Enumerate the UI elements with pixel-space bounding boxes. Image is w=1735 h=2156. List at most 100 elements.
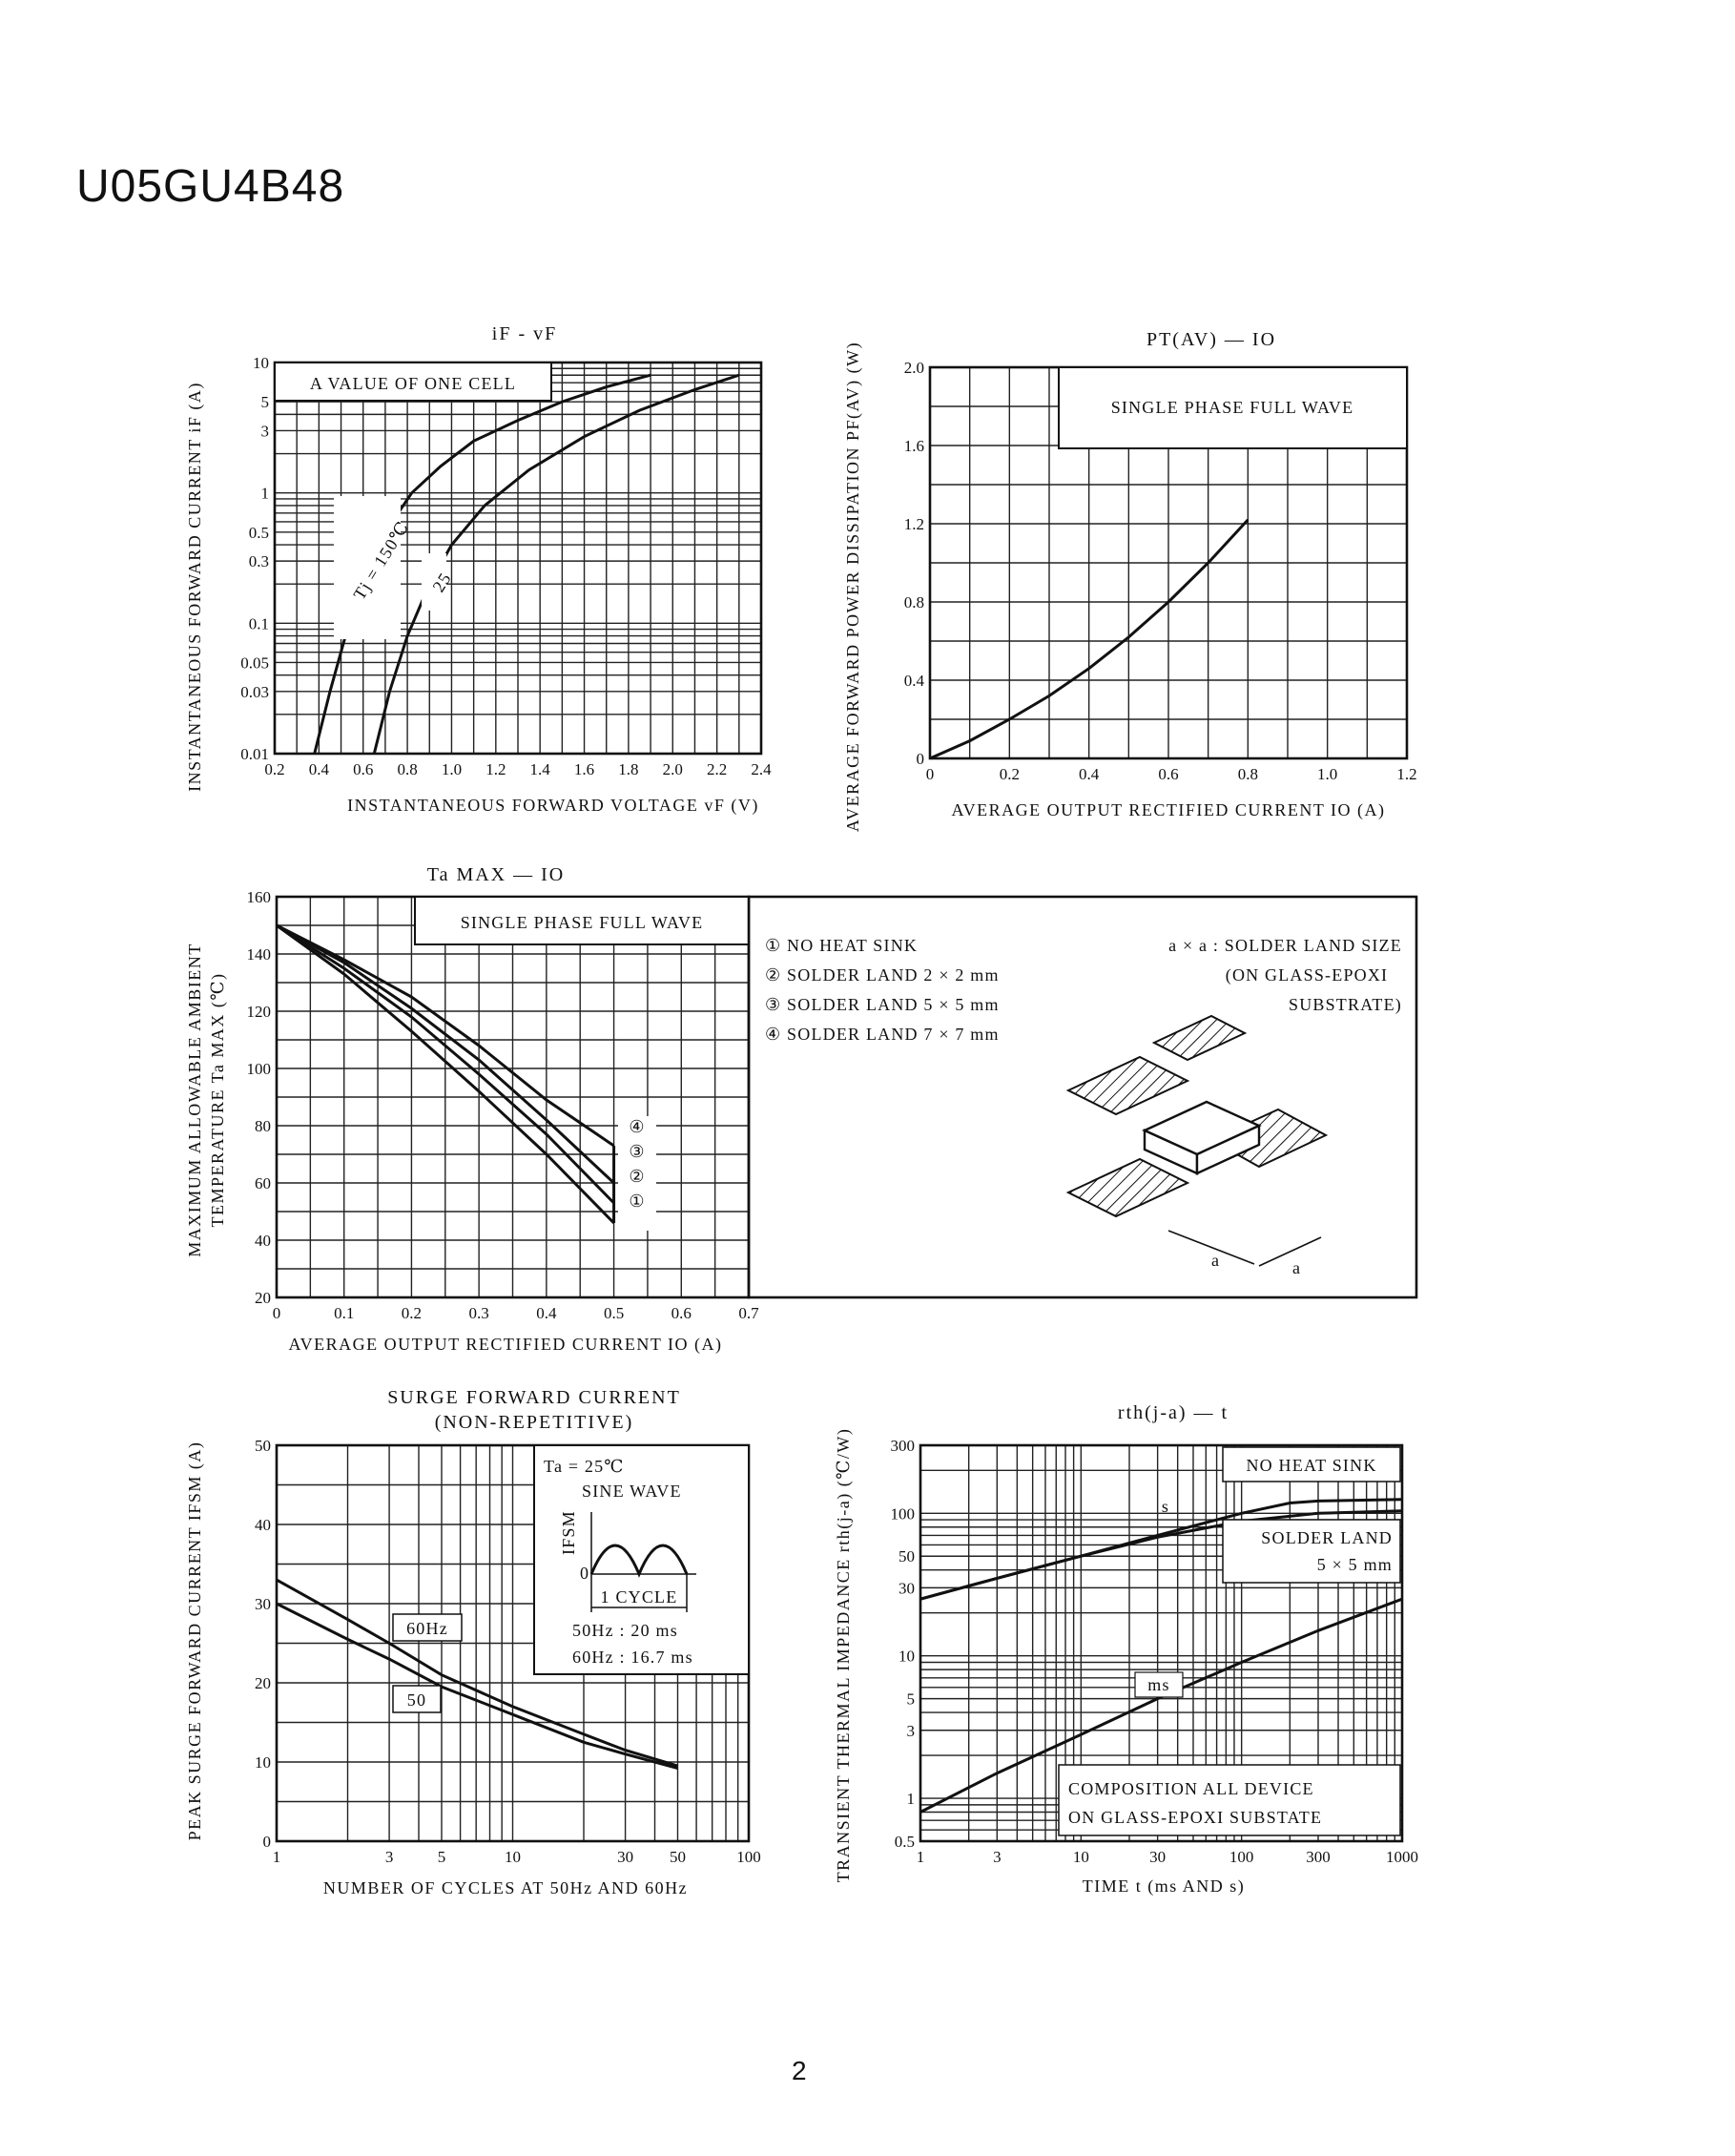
x-tick-label: 0.6	[1158, 765, 1178, 783]
x-tick-label: 100	[1229, 1848, 1254, 1866]
chart-title: (NON-REPETITIVE)	[435, 1412, 634, 1433]
x-tick-label: 0.8	[397, 760, 417, 778]
series-label: ③	[629, 1142, 645, 1161]
y-tick-label: 3	[907, 1722, 916, 1740]
y-tick-label: 0.5	[249, 524, 269, 542]
x-tick-label: 3	[993, 1848, 1002, 1866]
y-tick-label: 140	[247, 945, 272, 964]
y-tick-label: 10	[255, 1753, 271, 1772]
y-tick-label: 0	[917, 750, 925, 768]
chart-title: rth(j-a) — t	[1118, 1402, 1229, 1423]
y-axis-label: TEMPERATURE Ta MAX (℃)	[208, 972, 228, 1227]
x-tick-label: 0	[273, 1304, 281, 1322]
y-tick-label: 1	[907, 1790, 916, 1808]
x-tick-label: 1000	[1386, 1848, 1418, 1866]
side-legend-note: (ON GLASS-EPOXI	[1226, 965, 1389, 985]
y-tick-label: 0.1	[249, 614, 269, 632]
chart-title: SURGE FORWARD CURRENT	[387, 1387, 681, 1408]
x-tick-label: 0.6	[671, 1304, 692, 1322]
series-line-1	[313, 373, 651, 755]
x-tick-label: 300	[1306, 1848, 1331, 1866]
inset-box	[533, 1444, 750, 1675]
y-axis-label: INSTANTANEOUS FORWARD CURRENT iF (A)	[185, 382, 205, 792]
side-legend-note: SUBSTRATE)	[1289, 995, 1402, 1015]
y-tick-label: 0.4	[904, 672, 925, 690]
legend-box-label: A VALUE OF ONE CELL	[310, 374, 516, 393]
package-illustration: a a	[1065, 1014, 1329, 1277]
series-line-2	[919, 1509, 1403, 1601]
series-label: ms	[1147, 1675, 1169, 1694]
x-tick-label: 100	[736, 1848, 761, 1866]
series-label: 60Hz	[406, 1619, 448, 1638]
inset-label: 0	[580, 1564, 589, 1583]
x-tick-label: 1	[917, 1848, 925, 1866]
x-tick-label: 0.5	[604, 1304, 624, 1322]
x-tick-label: 1	[273, 1848, 281, 1866]
series-label: ④	[629, 1117, 645, 1136]
x-tick-label: 1.2	[485, 760, 506, 778]
y-tick-label: 3	[261, 422, 270, 440]
x-tick-label: 0.4	[536, 1304, 557, 1322]
y-axis-label: PEAK SURGE FORWARD CURRENT IFSM (A)	[185, 1441, 205, 1841]
series-line-1	[929, 518, 1250, 760]
y-tick-label: 0.01	[240, 745, 269, 763]
curve-note: NO HEAT SINK	[1246, 1456, 1376, 1475]
y-axis-label: TRANSIENT THERMAL IMPEDANCE rth(j-a) (℃/…	[834, 1428, 854, 1883]
chart-if-vf: iF - vF INSTANTANEOUS FORWARD CURRENT iF…	[185, 323, 772, 816]
inset-label: 50Hz : 20 ms	[572, 1621, 678, 1640]
y-tick-label: 20	[255, 1674, 271, 1692]
x-tick-label: 0.2	[264, 760, 284, 778]
x-axis-label: AVERAGE OUTPUT RECTIFIED CURRENT IO (A)	[951, 800, 1385, 820]
x-axis-label: INSTANTANEOUS FORWARD VOLTAGE vF (V)	[347, 796, 759, 816]
series-line-4	[276, 923, 615, 1148]
dimension-label: a	[1211, 1251, 1220, 1270]
series-line-1	[276, 923, 615, 1225]
inset-label: 1 CYCLE	[601, 1587, 678, 1607]
y-tick-label: 100	[891, 1504, 916, 1523]
series-label: ②	[629, 1167, 645, 1186]
y-tick-label: 0.5	[895, 1833, 915, 1851]
chart-title: PT(AV) — IO	[1146, 329, 1276, 350]
x-tick-label: 0.2	[402, 1304, 422, 1322]
y-axis-label: MAXIMUM ALLOWABLE AMBIENT	[185, 943, 204, 1257]
x-axis-label: TIME t (ms AND s)	[1083, 1876, 1246, 1897]
y-tick-label: 100	[247, 1060, 272, 1078]
inset-label: IFSM	[559, 1510, 578, 1555]
x-tick-label: 1.6	[574, 760, 594, 778]
y-tick-label: 0.8	[904, 593, 924, 612]
series-line-3	[276, 923, 615, 1185]
y-tick-label: 20	[255, 1289, 271, 1307]
x-tick-label: 0.4	[1079, 765, 1100, 783]
curve-note: COMPOSITION ALL DEVICE	[1068, 1779, 1314, 1798]
side-legend-item: ② SOLDER LAND 2 × 2 mm	[765, 965, 1000, 985]
curve-note: SOLDER LAND	[1261, 1528, 1393, 1547]
chart-title: Ta MAX — IO	[427, 864, 565, 885]
y-tick-label: 120	[247, 1003, 272, 1021]
x-tick-label: 50	[670, 1848, 686, 1866]
series-label: ①	[629, 1192, 645, 1211]
chart-rth-t: rth(j-a) — t TRANSIENT THERMAL IMPEDANCE…	[834, 1402, 1418, 1897]
series-line-2	[372, 373, 740, 755]
y-tick-label: 60	[255, 1174, 271, 1192]
x-tick-label: 10	[505, 1848, 521, 1866]
x-tick-label: 2.2	[707, 760, 727, 778]
curve-note: 5 × 5 mm	[1317, 1555, 1393, 1574]
y-axis-label: AVERAGE FORWARD POWER DISSIPATION PF(AV)…	[843, 342, 863, 832]
y-tick-label: 30	[898, 1579, 915, 1597]
legend-box-label: SINGLE PHASE FULL WAVE	[1111, 398, 1354, 417]
chart-title: iF - vF	[492, 323, 557, 344]
x-tick-label: 0.8	[1238, 765, 1258, 783]
y-tick-label: 10	[898, 1648, 915, 1666]
page-number: 2	[792, 2056, 807, 2085]
x-tick-label: 1.4	[530, 760, 551, 778]
y-tick-label: 50	[898, 1547, 915, 1565]
x-tick-label: 1.8	[618, 760, 638, 778]
y-tick-label: 1	[261, 485, 270, 503]
series-label: 50	[407, 1690, 426, 1710]
x-tick-label: 2.0	[663, 760, 683, 778]
dimension-label: a	[1292, 1258, 1301, 1277]
inset-label: SINE WAVE	[582, 1482, 682, 1501]
y-tick-label: 300	[891, 1437, 916, 1455]
x-tick-label: 0.6	[353, 760, 373, 778]
side-legend-item: ① NO HEAT SINK	[765, 936, 918, 955]
